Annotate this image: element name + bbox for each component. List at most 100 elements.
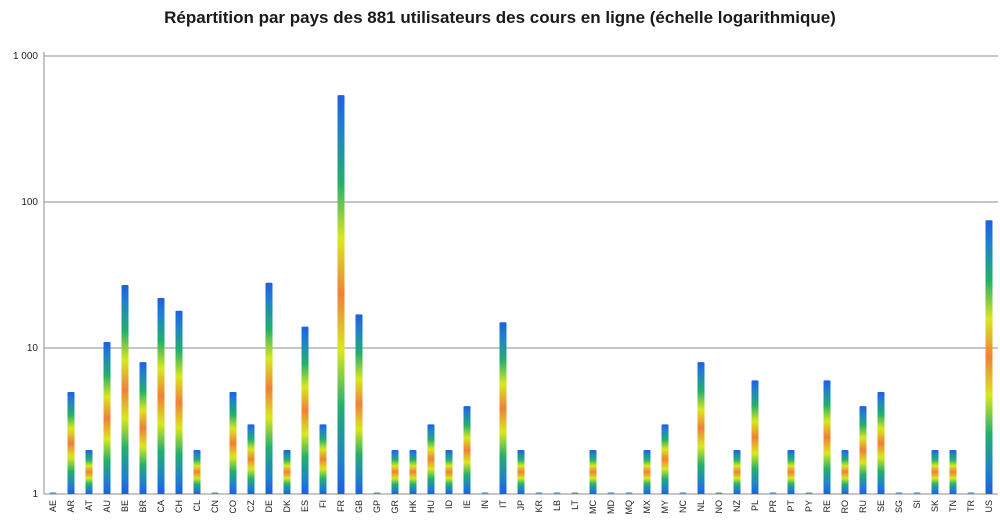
x-tick-label: PT: [786, 500, 796, 512]
x-tick-label: ES: [300, 500, 310, 512]
bar-tn: [949, 450, 957, 494]
x-tick-label: IE: [462, 500, 472, 509]
bar-pl: [751, 380, 759, 494]
x-tick-label: IN: [480, 500, 490, 509]
bar-gr: [391, 450, 399, 494]
bar-re: [823, 380, 831, 494]
x-tick-label: TN: [948, 500, 958, 512]
x-tick-label: PR: [768, 500, 778, 513]
x-tick-label: PL: [750, 500, 760, 511]
bar-ae: [49, 492, 57, 494]
x-tick-label: GR: [390, 499, 400, 513]
bar-pr: [769, 492, 777, 494]
y-tick-labels: 1 10 100 1 000: [13, 51, 38, 500]
bar-py: [805, 492, 813, 494]
bar-no: [715, 492, 723, 494]
x-tick-label: FR: [336, 500, 346, 512]
x-tick-label: NL: [696, 500, 706, 512]
bar-fr: [337, 95, 345, 494]
y-tick-label: 1: [32, 489, 38, 500]
bar-gb: [355, 314, 363, 494]
bar-nl: [697, 362, 705, 494]
x-tick-label: CN: [210, 500, 220, 513]
bar-ca: [157, 298, 165, 494]
x-tick-label: BR: [138, 500, 148, 513]
x-tick-label: HU: [426, 500, 436, 513]
x-tick-label: CO: [228, 500, 238, 514]
bar-nc: [679, 492, 687, 494]
bar-hu: [427, 424, 435, 494]
bar-sg: [895, 492, 903, 494]
bar-mc: [589, 450, 597, 494]
bar-cl: [193, 450, 201, 494]
bar-co: [229, 391, 237, 494]
x-tick-label: SE: [876, 500, 886, 512]
bar-de: [265, 282, 273, 494]
x-tick-label: SK: [930, 500, 940, 512]
x-tick-label: AT: [84, 500, 94, 511]
bar-fi: [319, 424, 327, 494]
bar-dk: [283, 450, 291, 494]
bars: [49, 95, 993, 495]
x-tick-label: MC: [588, 500, 598, 514]
bar-cz: [247, 424, 255, 494]
x-tick-label: NC: [678, 500, 688, 513]
bar-ar: [67, 391, 75, 494]
x-tick-label: SI: [912, 500, 922, 509]
gridlines: [44, 55, 998, 495]
bar-si: [913, 492, 921, 494]
bar-ch: [175, 310, 183, 494]
x-tick-label: GB: [354, 500, 364, 513]
bar-jp: [517, 450, 525, 494]
bar-tr: [967, 492, 975, 494]
bar-lb: [553, 492, 561, 494]
bar-kr: [535, 492, 543, 494]
x-tick-label: JP: [516, 500, 526, 511]
x-tick-label: MX: [642, 500, 652, 514]
bar-se: [877, 391, 885, 494]
bar-be: [121, 285, 129, 494]
bar-ru: [859, 406, 867, 494]
x-tick-label: IT: [498, 499, 508, 508]
x-tick-label: PY: [804, 500, 814, 512]
x-tick-label: CL: [192, 500, 202, 512]
x-tick-label: CA: [156, 500, 166, 513]
x-tick-label: NO: [714, 500, 724, 514]
x-tick-label: CH: [174, 500, 184, 513]
bar-in: [481, 492, 489, 494]
x-tick-label: LT: [570, 500, 580, 510]
bar-gp: [373, 492, 381, 494]
x-tick-label: RU: [858, 500, 868, 513]
bar-hk: [409, 450, 417, 494]
bar-br: [139, 362, 147, 494]
x-tick-label: MQ: [624, 500, 634, 515]
bar-es: [301, 326, 309, 494]
bar-ro: [841, 450, 849, 494]
x-tick-label: RE: [822, 500, 832, 513]
x-tick-label: SG: [894, 500, 904, 513]
bar-ie: [463, 406, 471, 494]
x-tick-label: AE: [48, 500, 58, 512]
x-tick-label: FI: [318, 500, 328, 508]
x-tick-label: KR: [534, 500, 544, 513]
x-tick-label: AR: [66, 500, 76, 513]
x-tick-labels: AE AR AT AU BE BR CA CH CL CN CO CZ DE DK ES FI FR GB GP GR…: [48, 499, 994, 514]
y-tick-label: 10: [27, 343, 39, 354]
x-tick-label: DK: [282, 500, 292, 513]
bar-sk: [931, 450, 939, 494]
x-tick-label: RO: [840, 500, 850, 514]
bar-nz: [733, 450, 741, 494]
x-tick-label: BE: [120, 500, 130, 512]
bar-mq: [625, 492, 633, 494]
bar-au: [103, 341, 111, 494]
x-tick-label: ID: [444, 499, 454, 509]
bar-at: [85, 450, 93, 494]
bar-cn: [211, 492, 219, 494]
x-tick-label: US: [984, 500, 994, 513]
bar-id: [445, 450, 453, 494]
bar-md: [607, 492, 615, 494]
bar-lt: [571, 492, 579, 494]
y-tick-label: 1 000: [13, 51, 38, 62]
bar-my: [661, 424, 669, 494]
